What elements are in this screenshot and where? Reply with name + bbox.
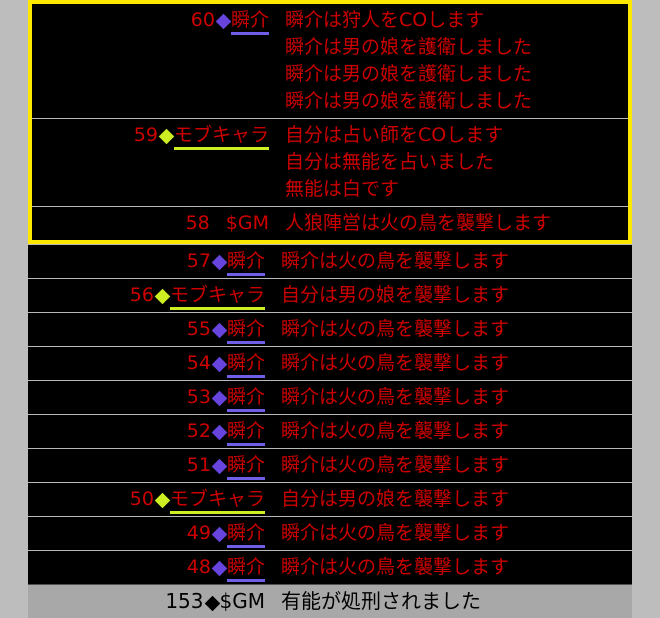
- log-row-number: 57: [186, 250, 211, 272]
- log-row-player-name[interactable]: 瞬介: [226, 522, 265, 548]
- log-row-player-name[interactable]: $GM: [219, 589, 265, 613]
- log-row-number: 153: [165, 589, 204, 613]
- log-row-player-name[interactable]: 瞬介: [226, 386, 265, 412]
- violet-diamond-icon: [211, 560, 228, 577]
- log-row-speaker: 153 $GM: [28, 585, 271, 618]
- game-log-panel: 60 瞬介 瞬介は狩人をCOします 瞬介は男の娘を護衛しました 瞬介は男の娘を護衛し…: [28, 0, 632, 618]
- violet-diamond-icon: [215, 13, 232, 30]
- log-row-number: 54: [186, 352, 211, 374]
- log-row-message: 瞬介は火の鳥を襲撃します: [281, 454, 510, 476]
- log-row-number: 53: [186, 386, 211, 408]
- log-row[interactable]: 60 瞬介 瞬介は狩人をCOします 瞬介は男の娘を護衛しました 瞬介は男の娘を護衛し…: [32, 4, 628, 118]
- log-row-speaker: 54 瞬介: [28, 347, 271, 380]
- log-row-speaker: 58 $GM: [32, 207, 275, 240]
- log-row-number: 50: [129, 488, 154, 510]
- log-row-number: 49: [186, 522, 211, 544]
- log-row[interactable]: 53 瞬介 瞬介は火の鳥を襲撃します: [28, 380, 632, 414]
- log-row-message: 瞬介は火の鳥を襲撃します: [281, 352, 510, 374]
- violet-diamond-icon: [211, 356, 228, 373]
- log-row-message: 瞬介は火の鳥を襲撃します: [281, 420, 510, 442]
- log-row-message: 瞬介は火の鳥を襲撃します: [281, 556, 510, 578]
- log-row-message: 自分は占い師をCOします 自分は無能を占いました 無能は白です: [285, 124, 504, 200]
- log-row-speaker: 60 瞬介: [32, 4, 275, 37]
- log-row-player-name[interactable]: モブキャラ: [169, 488, 265, 514]
- violet-diamond-icon: [211, 526, 228, 543]
- log-row[interactable]: 55 瞬介 瞬介は火の鳥を襲撃します: [28, 312, 632, 346]
- log-row-player-name[interactable]: 瞬介: [226, 318, 265, 344]
- lime-diamond-icon: [154, 288, 171, 305]
- log-row-speaker: 49 瞬介: [28, 517, 271, 550]
- log-row-speaker: 52 瞬介: [28, 415, 271, 448]
- log-row[interactable]: 56 モブキャラ 自分は男の娘を襲撃します: [28, 278, 632, 312]
- black-diamond-icon: [204, 595, 220, 612]
- log-row-message: 自分は男の娘を襲撃します: [281, 284, 510, 306]
- log-row-speaker: 53 瞬介: [28, 381, 271, 414]
- log-row-number: 58: [185, 212, 210, 234]
- log-row[interactable]: 51 瞬介 瞬介は火の鳥を襲撃します: [28, 448, 632, 482]
- log-row-speaker: 48 瞬介: [28, 551, 271, 584]
- log-row[interactable]: 52 瞬介 瞬介は火の鳥を襲撃します: [28, 414, 632, 448]
- log-row[interactable]: 49 瞬介 瞬介は火の鳥を襲撃します: [28, 516, 632, 550]
- log-row-player-name[interactable]: モブキャラ: [169, 284, 265, 310]
- log-row[interactable]: 59 モブキャラ 自分は占い師をCOします 自分は無能を占いました 無能は白です: [32, 118, 628, 206]
- log-row-player-name[interactable]: 瞬介: [226, 556, 265, 582]
- violet-diamond-icon: [211, 254, 228, 271]
- log-row[interactable]: 50 モブキャラ 自分は男の娘を襲撃します: [28, 482, 632, 516]
- log-row-message: 瞬介は火の鳥を襲撃します: [281, 318, 510, 340]
- log-row-message: 瞬介は火の鳥を襲撃します: [281, 522, 510, 544]
- highlighted-log-block: 60 瞬介 瞬介は狩人をCOします 瞬介は男の娘を護衛しました 瞬介は男の娘を護衛し…: [28, 0, 632, 244]
- log-row-player-name[interactable]: モブキャラ: [173, 124, 269, 150]
- log-row-number: 51: [186, 454, 211, 476]
- log-row-player-name[interactable]: 瞬介: [230, 9, 269, 35]
- lime-diamond-icon: [154, 492, 171, 509]
- lime-diamond-icon: [158, 128, 175, 145]
- log-row-player-name[interactable]: $GM: [225, 212, 269, 234]
- log-row-number: 56: [129, 284, 154, 306]
- log-row-player-name[interactable]: 瞬介: [226, 454, 265, 480]
- log-row-message: 人狼陣営は火の鳥を襲撃します: [285, 212, 552, 234]
- log-row[interactable]: 57 瞬介 瞬介は火の鳥を襲撃します: [28, 244, 632, 278]
- log-row-speaker: 51 瞬介: [28, 449, 271, 482]
- app-root: 60 瞬介 瞬介は狩人をCOします 瞬介は男の娘を護衛しました 瞬介は男の娘を護衛し…: [28, 0, 632, 618]
- log-row-message: 有能が処刑されました: [281, 589, 481, 613]
- log-row[interactable]: 58 $GM 人狼陣営は火の鳥を襲撃します: [32, 206, 628, 240]
- log-row-speaker: 57 瞬介: [28, 245, 271, 278]
- log-row[interactable]: 48 瞬介 瞬介は火の鳥を襲撃します: [28, 550, 632, 584]
- log-row[interactable]: 153 $GM 有能が処刑されました: [28, 584, 632, 618]
- log-footer-area: 153 $GM 有能が処刑されました: [28, 584, 632, 618]
- log-row-number: 59: [133, 124, 158, 146]
- log-row-speaker: 55 瞬介: [28, 313, 271, 346]
- violet-diamond-icon: [211, 424, 228, 441]
- log-row-number: 55: [186, 318, 211, 340]
- log-row-number: 52: [186, 420, 211, 442]
- log-row-message: 自分は男の娘を襲撃します: [281, 488, 510, 510]
- violet-diamond-icon: [211, 390, 228, 407]
- log-row-speaker: 50 モブキャラ: [28, 483, 271, 516]
- log-row-message: 瞬介は火の鳥を襲撃します: [281, 250, 510, 272]
- log-row-player-name[interactable]: 瞬介: [226, 352, 265, 378]
- log-row-message: 瞬介は火の鳥を襲撃します: [281, 386, 510, 408]
- log-row-speaker: 56 モブキャラ: [28, 279, 271, 312]
- log-row-speaker: 59 モブキャラ: [32, 119, 275, 152]
- log-rows-area: 57 瞬介 瞬介は火の鳥を襲撃します 56 モブキャラ 自分は男の娘を襲撃します 55 瞬介瞬…: [28, 244, 632, 584]
- log-row-player-name[interactable]: 瞬介: [226, 420, 265, 446]
- log-row-number: 60: [190, 9, 215, 31]
- log-row-number: 48: [186, 556, 211, 578]
- log-row-player-name[interactable]: 瞬介: [226, 250, 265, 276]
- violet-diamond-icon: [211, 322, 228, 339]
- log-row-message: 瞬介は狩人をCOします 瞬介は男の娘を護衛しました 瞬介は男の娘を護衛しました …: [285, 9, 533, 112]
- violet-diamond-icon: [211, 458, 228, 475]
- log-row[interactable]: 54 瞬介 瞬介は火の鳥を襲撃します: [28, 346, 632, 380]
